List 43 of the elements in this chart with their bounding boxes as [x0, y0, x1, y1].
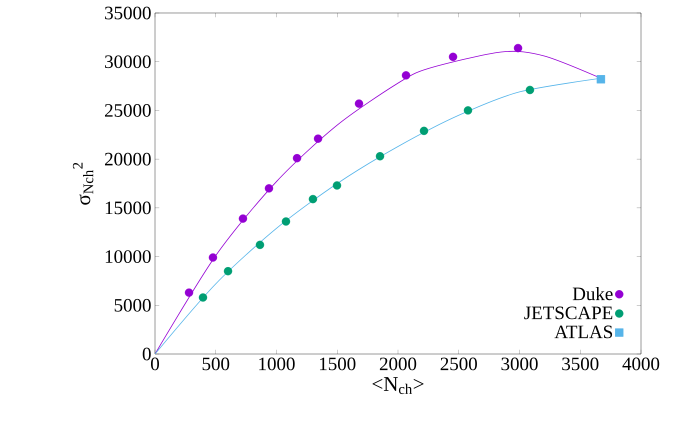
point: [526, 86, 534, 94]
point: [514, 44, 522, 52]
point: [464, 106, 472, 115]
y-axis-title: σ$_{Nch}$2: [72, 162, 94, 205]
point: [208, 253, 218, 262]
x-tick-label: 500: [202, 358, 230, 370]
x-tick-label: 4000: [622, 358, 660, 370]
y-tick-label: 5000: [114, 298, 151, 312]
point: [282, 217, 290, 226]
x-tick-label: 1000: [259, 358, 295, 370]
point: [354, 99, 364, 108]
x-tick-label: 1500: [320, 358, 356, 370]
point: [308, 194, 318, 204]
point: [224, 266, 232, 276]
point: [402, 71, 410, 80]
point: [596, 75, 606, 84]
y-tick-label: 35000: [105, 6, 151, 20]
point: [198, 293, 208, 302]
point: [376, 152, 384, 160]
y-tick-label: 25000: [104, 104, 151, 117]
point: [314, 134, 322, 143]
point: [184, 288, 194, 297]
y-tick-label: 20000: [104, 152, 151, 166]
y-tick-label: 10000: [106, 250, 151, 263]
point: [264, 184, 274, 193]
x-tick-label: 2500: [440, 358, 477, 370]
y-tick-label: 0: [142, 348, 151, 360]
legend-label: Duke: [572, 286, 613, 300]
x-tick-label: 3500: [562, 358, 598, 370]
point: [332, 181, 342, 190]
x-axis-title: <N$_{ch}$>: [372, 377, 424, 394]
point: [292, 154, 302, 162]
point: [448, 52, 458, 62]
legend-label: ATLAS: [554, 326, 612, 338]
x-tick-label: 3000: [501, 358, 538, 370]
y-tick-label: 30000: [105, 55, 151, 68]
x-tick-label: 2000: [380, 358, 416, 370]
point: [238, 214, 248, 223]
legend-label: JETSCAPE: [524, 306, 612, 320]
point: [256, 240, 264, 250]
x-tick-label: 0: [150, 358, 159, 370]
y-tick-label: 15000: [106, 201, 151, 214]
point: [420, 126, 428, 136]
